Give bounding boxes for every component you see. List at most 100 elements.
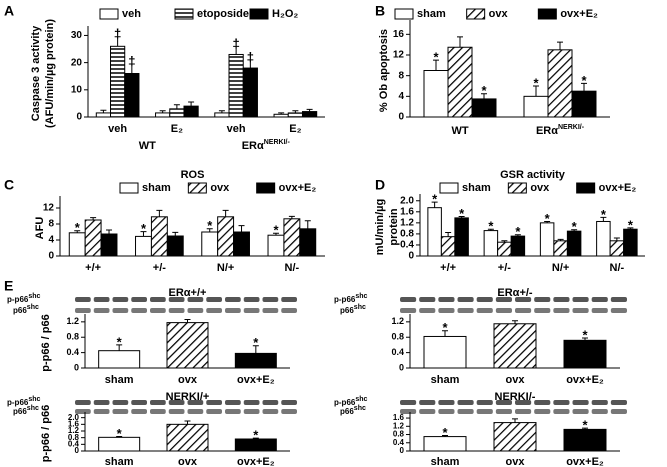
blot-band (225, 308, 241, 313)
bar (471, 98, 497, 118)
blot-band (610, 308, 627, 313)
error-bar (156, 209, 163, 217)
annotation: * (442, 320, 448, 335)
blot-band (281, 400, 297, 405)
y-tick-label: 0.8 (391, 332, 404, 342)
blot-label: p-p66shc (7, 396, 41, 407)
blot-label: p-p66shc (334, 396, 368, 407)
bar (493, 323, 537, 369)
group-label: ERαNERKI/- (242, 139, 291, 152)
blot-label: p66shc (340, 304, 366, 315)
x-tick-label: sham (105, 456, 134, 467)
blot-band (610, 400, 627, 405)
bar (84, 219, 102, 257)
blot-label-sup: shc (28, 293, 40, 300)
error-bar (238, 225, 245, 232)
blot-band (168, 409, 185, 414)
y-tick-label: 1.2 (66, 316, 79, 326)
blot-label-base: p66 (13, 306, 27, 315)
annotation: * (253, 335, 259, 350)
annotation: * (628, 217, 634, 232)
y-tick-label: 0.4 (400, 240, 414, 251)
error-bar (173, 104, 180, 109)
blot-band (610, 297, 627, 302)
bar (242, 67, 258, 118)
bar (100, 233, 118, 257)
legend-label: ovx (530, 182, 550, 194)
bar (267, 234, 285, 257)
blot-band (112, 297, 129, 302)
blot-band (572, 409, 589, 414)
legend-label: ovx (489, 8, 509, 20)
error-bar (481, 93, 487, 99)
y-tick-label: 0.4 (391, 347, 404, 357)
panel-label: D (375, 177, 385, 193)
bar (423, 335, 467, 369)
blot-label: p66shc (13, 405, 39, 416)
blot-band (438, 297, 455, 302)
y-tick-label: 1.2 (400, 217, 414, 228)
blot-band (495, 308, 512, 313)
blot-band (591, 297, 608, 302)
error-bar (140, 231, 147, 237)
blot-label-base: p-p66 (334, 295, 356, 304)
panel-label: B (375, 3, 385, 19)
blot-band (400, 308, 417, 313)
error-bar (514, 234, 521, 237)
y-tick-label: 1.6 (400, 206, 414, 217)
bar (155, 112, 171, 118)
blot-label-base: p66 (13, 407, 27, 416)
y-tick-label: 0 (400, 446, 405, 455)
y-tick-label: 8 (398, 70, 404, 81)
blot-band (534, 400, 551, 405)
bar (214, 112, 230, 118)
blot-band (187, 297, 204, 302)
legend-swatch (537, 8, 557, 20)
error-bar (100, 109, 107, 113)
x-tick-label: sham (431, 374, 460, 386)
annotation: * (117, 334, 123, 349)
legend-label: sham (142, 182, 171, 194)
bar (440, 236, 456, 257)
legend-swatch (99, 8, 119, 20)
blot-band (419, 400, 436, 405)
y-tick-label: 0 (74, 362, 79, 372)
annotation: * (433, 50, 439, 65)
annotation: * (481, 83, 487, 98)
y-axis-label: AFU (34, 217, 46, 240)
y-tick-label: 0.8 (66, 332, 79, 342)
blot-label-sup: shc (27, 405, 39, 412)
error-bar (571, 229, 578, 232)
legend-swatch (256, 182, 276, 194)
blot-label-sup: shc (355, 396, 367, 403)
blot-band (515, 409, 532, 414)
annotation: † (247, 49, 254, 64)
y-tick-label: 0 (48, 251, 54, 262)
error-bar (544, 220, 551, 223)
y-axis-label: (AFU/min/µg protein) (44, 19, 56, 128)
x-tick-label: ovx+E₂ (566, 456, 604, 467)
y-tick-label: 0.4 (66, 347, 79, 357)
y-tick-label: 0 (398, 112, 404, 123)
error-bar (581, 82, 587, 92)
error-bar (501, 240, 508, 243)
error-bar (512, 320, 518, 324)
panel-label: E (4, 278, 13, 294)
annotation: * (207, 218, 213, 233)
panel-label: C (4, 177, 14, 193)
y-axis-label: mU/min/µg (374, 199, 386, 255)
bar (166, 423, 209, 452)
blot-band (262, 297, 279, 302)
legend-label: H₂O₂ (272, 8, 298, 20)
bar (150, 216, 168, 257)
x-tick-label: E₂ (171, 123, 183, 135)
blot-band (534, 409, 551, 414)
blot-band (553, 308, 570, 313)
blot-band (112, 409, 129, 414)
blot-band (281, 297, 297, 302)
error-bar (233, 45, 240, 55)
chart-title: ROS (181, 169, 205, 181)
error-bar (90, 217, 97, 220)
legend-swatch (439, 182, 459, 194)
y-tick-label: 0.8 (393, 430, 405, 439)
